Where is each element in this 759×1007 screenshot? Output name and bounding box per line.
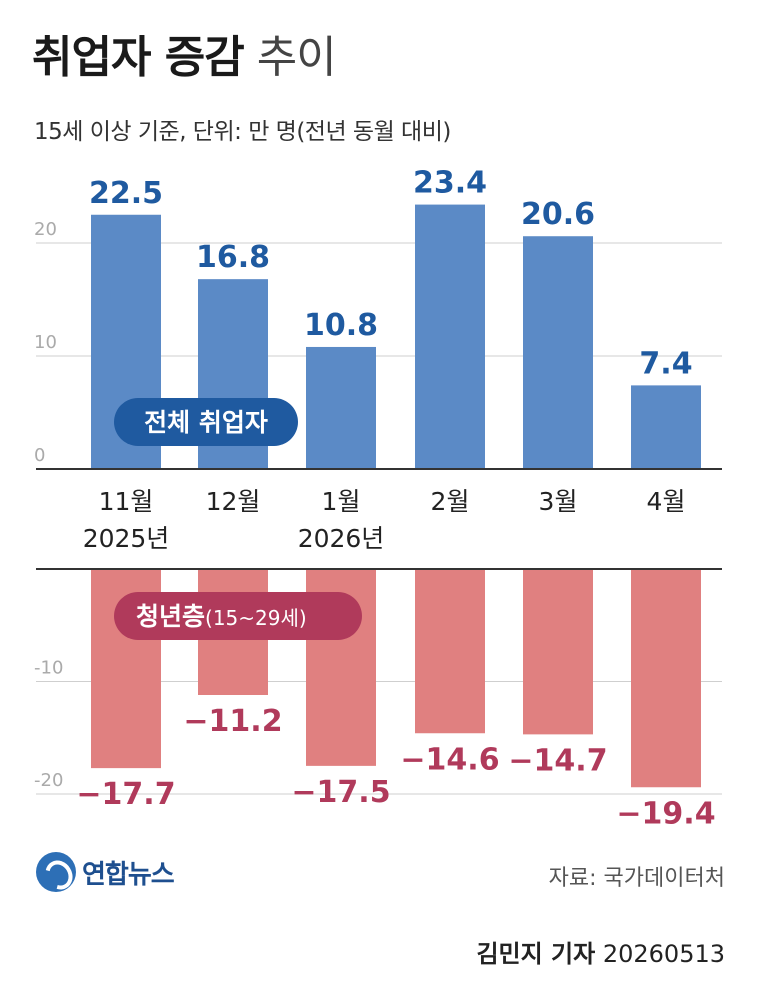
y-tick-lower: -10 bbox=[34, 658, 63, 679]
y-tick-lower: -20 bbox=[34, 770, 63, 791]
data-label-youth: −19.4 bbox=[616, 796, 715, 831]
y-tick-upper: 10 bbox=[34, 332, 57, 353]
data-label-youth: −14.6 bbox=[400, 742, 499, 777]
title-suffix: 추이 bbox=[256, 32, 337, 83]
legend-label-total: 전체 취업자 bbox=[144, 408, 268, 437]
bar-total bbox=[415, 204, 485, 469]
byline: 김민지 기자 20260513 bbox=[476, 934, 725, 969]
legend-label-youth-main: 청년층 bbox=[136, 602, 205, 631]
bar-youth bbox=[415, 569, 485, 734]
legend-pill-total bbox=[114, 398, 298, 446]
logo-text: 연합뉴스 bbox=[82, 859, 175, 890]
data-label-youth: −14.7 bbox=[508, 743, 607, 778]
x-tick-label: 12월 bbox=[206, 487, 261, 516]
data-label-total: 20.6 bbox=[521, 197, 595, 232]
bar-youth bbox=[631, 569, 701, 788]
data-label-total: 16.8 bbox=[196, 240, 270, 275]
data-label-youth: −11.2 bbox=[183, 704, 282, 739]
bar-total bbox=[306, 346, 376, 469]
yonhap-logo-icon bbox=[36, 852, 76, 892]
data-label-total: 7.4 bbox=[639, 346, 692, 381]
y-tick-upper: 0 bbox=[34, 445, 45, 466]
y-tick-upper: 20 bbox=[34, 219, 57, 240]
data-label-youth: −17.5 bbox=[291, 775, 390, 810]
data-label-total: 23.4 bbox=[413, 166, 487, 201]
bar-total bbox=[523, 236, 593, 469]
x-tick-label: 2026년 bbox=[298, 524, 385, 553]
chart-title: 취업자 증감 추이 bbox=[32, 30, 337, 86]
x-tick-label: 4월 bbox=[647, 487, 686, 516]
yonhap-logo: 연합뉴스 bbox=[36, 852, 175, 892]
chart-subtitle: 15세 이상 기준, 단위: 만 명(전년 동월 대비) bbox=[34, 119, 451, 145]
x-tick-label: 3월 bbox=[539, 487, 578, 516]
bar-youth bbox=[523, 569, 593, 735]
legend-pill-youth bbox=[114, 592, 362, 640]
source-note: 자료: 국가데이터처 bbox=[548, 866, 725, 891]
title-main: 취업자 증감 bbox=[32, 32, 245, 83]
data-label-total: 22.5 bbox=[89, 176, 163, 211]
x-tick-label: 2025년 bbox=[83, 524, 170, 553]
reporter-name: 김민지 기자 bbox=[476, 940, 596, 968]
x-tick-label: 2월 bbox=[431, 487, 470, 516]
publish-date: 20260513 bbox=[602, 940, 725, 968]
data-label-total: 10.8 bbox=[304, 308, 378, 343]
legend-label-youth: 청년층(15~29세) bbox=[136, 602, 307, 631]
bar-total bbox=[631, 385, 701, 469]
data-label-youth: −17.7 bbox=[76, 777, 175, 812]
x-tick-label: 1월 bbox=[322, 487, 361, 516]
x-tick-label: 11월 bbox=[99, 487, 154, 516]
legend-label-youth-sub: (15~29세) bbox=[205, 606, 307, 630]
